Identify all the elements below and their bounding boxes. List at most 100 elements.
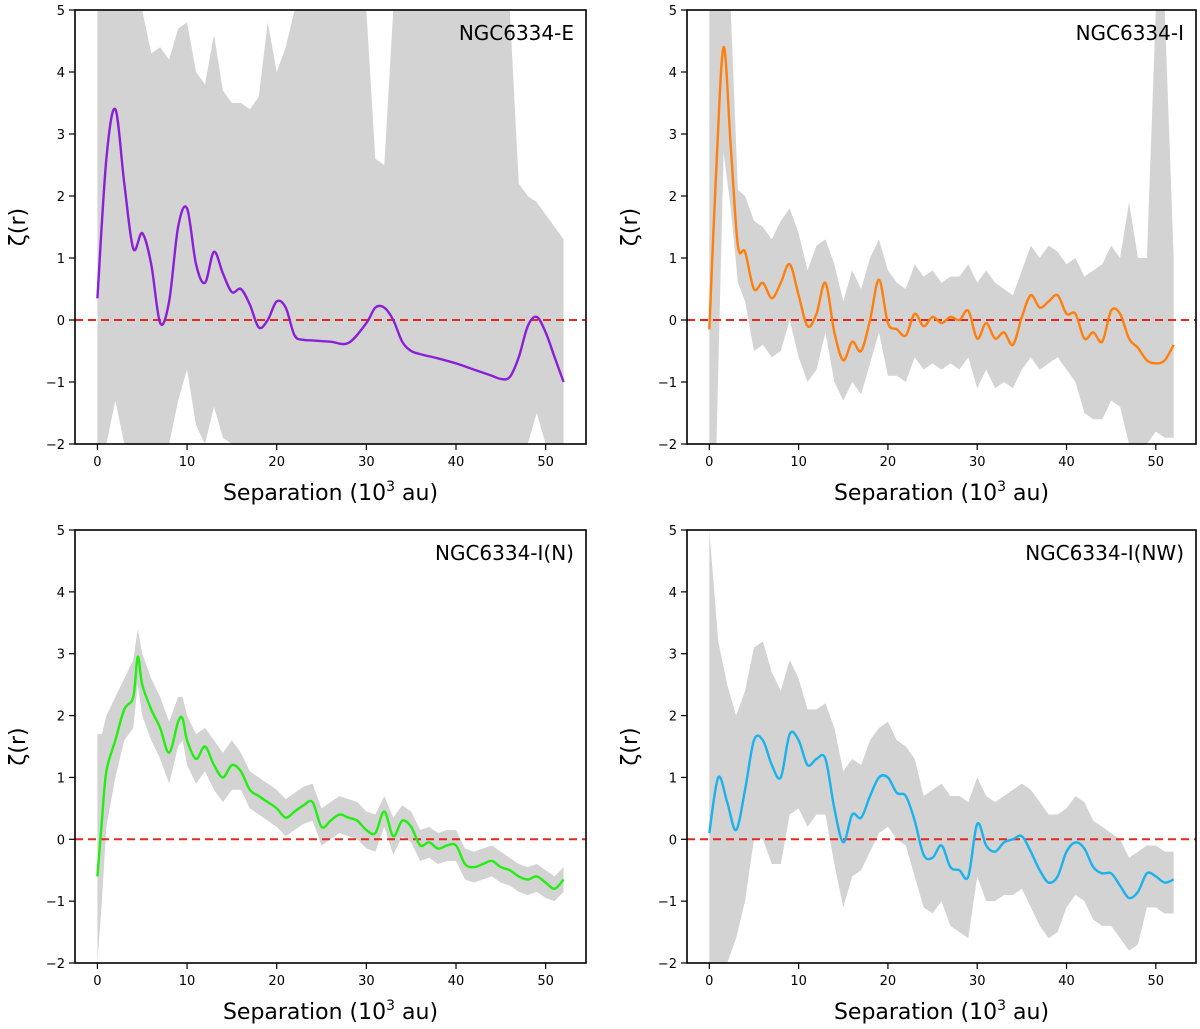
y-tick-label: 1 — [669, 252, 677, 267]
y-tick-label: 4 — [57, 66, 65, 81]
panel-title: NGC6334-I(N) — [435, 541, 574, 565]
y-tick-label: −2 — [46, 438, 65, 453]
x-tick-label: 30 — [969, 974, 986, 989]
y-tick-label: −2 — [658, 957, 677, 972]
panel-title: NGC6334-E — [459, 21, 574, 45]
x-tick-label: 10 — [179, 974, 196, 989]
y-tick-label: 2 — [57, 710, 65, 725]
x-tick-label: 0 — [705, 974, 713, 989]
axes-frame — [686, 529, 1197, 964]
x-tick-label: 50 — [1148, 974, 1165, 989]
x-axis-label-sup: 3 — [386, 998, 395, 1014]
x-axis-label-unit: au) — [1006, 481, 1049, 506]
plot-area — [75, 628, 586, 963]
plot-area — [687, 530, 1196, 963]
x-axis-label-unit: au) — [1006, 1000, 1049, 1025]
x-tick-label: 40 — [1058, 455, 1075, 470]
series-line — [96, 107, 565, 383]
y-axis-label: ζ(r) — [6, 727, 31, 765]
x-tick-label: 10 — [179, 455, 196, 470]
y-axis-label: ζ(r) — [6, 208, 31, 246]
plot-area — [687, 10, 1196, 444]
x-tick-label: 10 — [790, 974, 807, 989]
y-tick-label: 3 — [669, 648, 677, 663]
y-tick-label: 4 — [57, 586, 65, 601]
y-tick-label: 0 — [669, 833, 677, 848]
y-axis-label: ζ(r) — [618, 727, 643, 765]
x-axis-label-text: Separation (10 — [223, 1000, 386, 1025]
x-tick-label: 0 — [705, 455, 713, 470]
x-axis-label: Separation (103 au) — [834, 479, 1049, 506]
axes-frame — [74, 9, 587, 445]
y-tick-label: 0 — [57, 833, 65, 848]
x-tick-label: 0 — [93, 455, 101, 470]
y-tick-label: −1 — [658, 376, 677, 391]
x-axis-label-sup: 3 — [997, 998, 1006, 1014]
y-axis-label: ζ(r) — [618, 208, 643, 246]
y-tick-label: −1 — [46, 895, 65, 910]
y-tick-label: 3 — [57, 648, 65, 663]
confidence-band — [97, 10, 564, 444]
y-tick-label: 2 — [669, 710, 677, 725]
y-tick-label: 3 — [57, 128, 65, 143]
series-line — [96, 655, 565, 890]
y-tick-label: 0 — [669, 314, 677, 329]
y-tick-label: 5 — [57, 4, 65, 19]
x-tick-label: 40 — [1058, 974, 1075, 989]
panel-title: NGC6334-I(NW) — [1025, 541, 1184, 565]
x-axis-label-text: Separation (10 — [834, 1000, 997, 1025]
y-tick-label: −1 — [46, 376, 65, 391]
x-tick-label: 20 — [880, 974, 897, 989]
confidence-band — [709, 10, 1174, 444]
panel-title: NGC6334-I — [1076, 21, 1184, 45]
series-line — [708, 45, 1175, 365]
series-line — [708, 730, 1175, 900]
confidence-band — [97, 628, 564, 963]
y-tick-label: 3 — [669, 128, 677, 143]
x-axis-label-sup: 3 — [386, 479, 395, 495]
x-tick-label: 0 — [93, 974, 101, 989]
y-tick-label: −2 — [658, 438, 677, 453]
x-tick-label: 50 — [537, 455, 554, 470]
x-tick-label: 30 — [969, 455, 986, 470]
y-tick-label: 5 — [669, 524, 677, 539]
x-tick-label: 30 — [358, 974, 375, 989]
x-axis-label-unit: au) — [395, 481, 438, 506]
x-tick-label: 40 — [448, 455, 465, 470]
x-tick-label: 30 — [358, 455, 375, 470]
axes-frame — [74, 529, 587, 964]
x-tick-label: 10 — [790, 455, 807, 470]
confidence-band — [709, 530, 1174, 963]
x-tick-label: 50 — [1148, 455, 1165, 470]
panel-2: 0 10 20 30 40 50 −2 −1 0 1 2 3 4 5 Separation (103 au)… — [618, 4, 1197, 506]
y-tick-label: −1 — [658, 895, 677, 910]
y-tick-label: 2 — [57, 190, 65, 205]
y-tick-label: 1 — [57, 252, 65, 267]
x-axis-label: Separation (103 au) — [834, 998, 1049, 1025]
x-axis-label: Separation (103 au) — [223, 479, 438, 506]
y-tick-label: 4 — [669, 66, 677, 81]
y-tick-label: −2 — [46, 957, 65, 972]
axes-frame — [686, 9, 1197, 445]
x-axis-label: Separation (103 au) — [223, 998, 438, 1025]
y-tick-label: 5 — [57, 524, 65, 539]
x-tick-label: 20 — [268, 974, 285, 989]
y-tick-label: 4 — [669, 586, 677, 601]
x-tick-label: 20 — [268, 455, 285, 470]
x-tick-label: 40 — [448, 974, 465, 989]
y-tick-label: 1 — [669, 771, 677, 786]
y-tick-label: 1 — [57, 771, 65, 786]
x-tick-label: 50 — [537, 974, 554, 989]
x-axis-label-unit: au) — [395, 1000, 438, 1025]
x-tick-label: 20 — [880, 455, 897, 470]
y-tick-label: 0 — [57, 314, 65, 329]
y-tick-label: 2 — [669, 190, 677, 205]
x-axis-label-sup: 3 — [997, 479, 1006, 495]
plot-area — [75, 10, 586, 444]
y-tick-label: 5 — [669, 4, 677, 19]
x-axis-label-text: Separation (10 — [223, 481, 386, 506]
